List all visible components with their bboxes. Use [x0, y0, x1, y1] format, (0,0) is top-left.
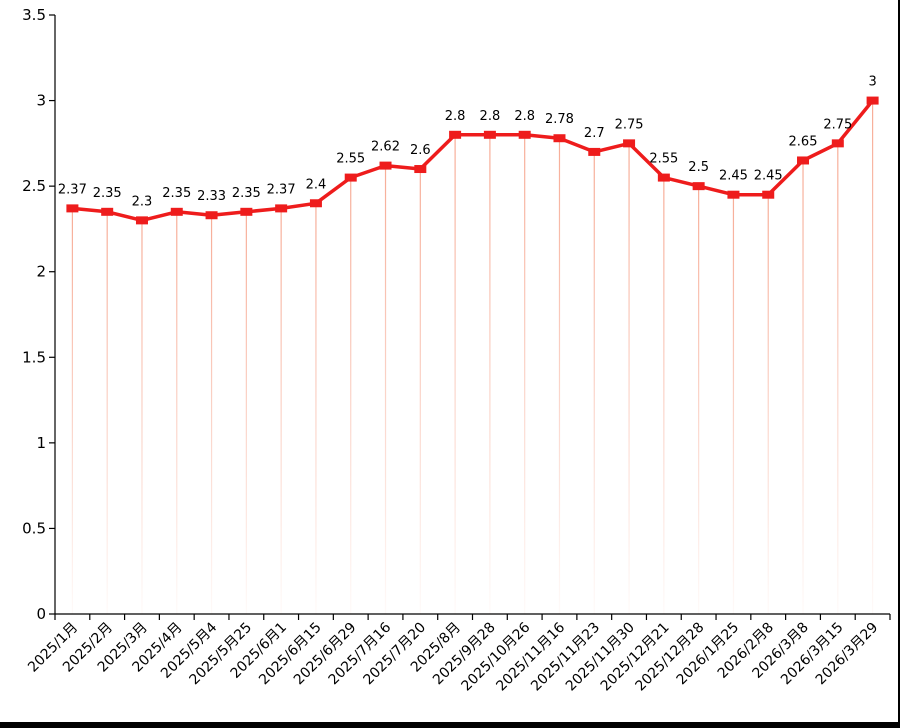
drop-line — [802, 160, 804, 614]
y-tick-label: 0 — [36, 605, 46, 623]
data-label: 2.33 — [197, 189, 226, 204]
data-label: 2.35 — [93, 186, 122, 201]
data-markers — [66, 96, 879, 225]
drop-line — [245, 211, 247, 615]
y-tick-label: 3 — [36, 92, 46, 110]
data-point — [797, 156, 810, 165]
data-point — [205, 211, 218, 220]
drop-line — [732, 194, 735, 614]
drop-line — [524, 134, 526, 615]
data-point — [553, 134, 566, 143]
data-point — [101, 207, 114, 216]
drop-line — [106, 211, 108, 615]
data-point — [379, 161, 392, 170]
data-label: 2.7 — [584, 126, 605, 141]
y-axis-ticks: 0 0.5 1 1.5 2 2.5 3 3.5 — [22, 6, 55, 623]
data-point — [275, 204, 288, 213]
drop-line — [698, 186, 700, 614]
drop-line — [384, 165, 387, 614]
drop-line — [141, 220, 143, 614]
frame-right-border — [898, 0, 900, 728]
drop-line — [454, 134, 456, 615]
frame-bottom-border — [0, 722, 900, 728]
drop-line — [176, 211, 178, 615]
data-point — [135, 216, 148, 225]
data-label: 2.45 — [754, 169, 783, 184]
x-axis-ticks: 2025/1月2025/2月2025/3月2025/4月2025/5月42025… — [25, 614, 891, 694]
y-tick-label: 0.5 — [22, 519, 46, 537]
data-label: 2.5 — [688, 160, 709, 175]
data-label: 2.37 — [58, 182, 87, 197]
data-point — [483, 130, 496, 139]
drop-line — [315, 203, 317, 614]
data-point — [727, 190, 740, 199]
y-tick-label: 3.5 — [22, 6, 46, 24]
data-label: 2.8 — [514, 109, 535, 124]
data-point — [240, 207, 253, 216]
data-label: 2.35 — [232, 186, 261, 201]
data-label: 2.35 — [162, 186, 191, 201]
data-point — [66, 204, 79, 213]
data-label: 2.8 — [445, 109, 466, 124]
y-tick-label: 1.5 — [22, 348, 46, 366]
data-point — [657, 173, 670, 182]
data-point — [588, 147, 601, 156]
drop-line — [350, 177, 352, 615]
drop-line — [280, 208, 282, 615]
drop-line — [872, 100, 874, 615]
data-label: 2.6 — [410, 143, 431, 158]
data-label: 2.37 — [267, 182, 296, 197]
drop-line — [663, 177, 665, 615]
data-label: 2.65 — [789, 134, 818, 149]
data-point — [623, 139, 636, 148]
data-label: 2.3 — [132, 194, 153, 209]
axes — [54, 15, 890, 615]
drop-line — [210, 215, 213, 615]
data-point — [518, 130, 531, 139]
data-point — [449, 130, 462, 139]
data-label: 2.75 — [615, 117, 644, 132]
data-label: 2.45 — [719, 169, 748, 184]
y-tick-label: 2.5 — [22, 177, 46, 195]
data-point — [831, 139, 844, 148]
drop-line — [628, 143, 630, 614]
data-point — [866, 96, 879, 105]
data-label: 2.75 — [823, 117, 852, 132]
data-point — [344, 173, 357, 182]
data-label: 2.8 — [480, 109, 501, 124]
drop-line — [767, 194, 769, 614]
drop-line — [593, 151, 595, 614]
data-point — [762, 190, 775, 199]
y-tick-label: 1 — [36, 434, 46, 452]
drop-line — [837, 143, 839, 614]
data-point — [170, 207, 183, 216]
data-label: 3 — [868, 75, 876, 90]
data-label: 2.55 — [649, 152, 678, 167]
drop-line — [558, 138, 561, 615]
data-label: 2.55 — [336, 152, 365, 167]
drop-line — [71, 208, 73, 615]
data-label: 2.4 — [306, 177, 327, 192]
data-label: 2.62 — [371, 140, 400, 155]
series-polyline — [72, 99, 874, 223]
data-point — [414, 165, 427, 174]
drop-lines — [71, 100, 874, 615]
data-point — [309, 199, 322, 208]
series-line — [72, 99, 874, 223]
y-tick-label: 2 — [36, 263, 46, 281]
data-label: 2.78 — [545, 112, 574, 127]
data-labels: 2.37 2.35 2.3 2.35 2.33 2.35 2.37 2.4 2.55 2.62 2.… — [58, 75, 877, 210]
data-point — [692, 182, 705, 191]
drop-line — [489, 134, 491, 615]
drop-line — [419, 169, 421, 614]
